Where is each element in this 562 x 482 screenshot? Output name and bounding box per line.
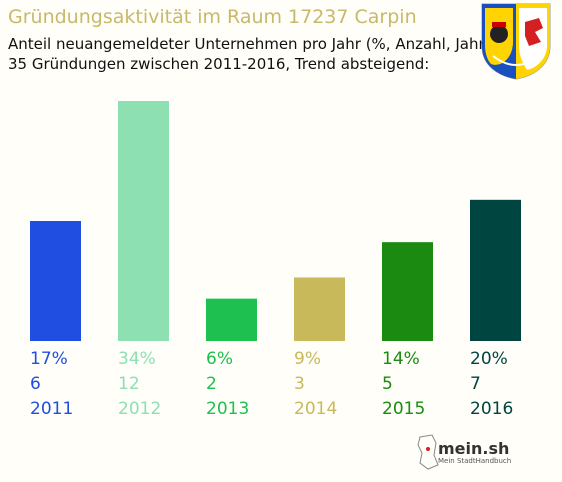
year-label-2015: 2015	[382, 399, 425, 419]
count-label-2016: 7	[470, 374, 481, 394]
subtitle-line-2: 35 Gründungen zwischen 2011-2016, Trend …	[8, 55, 430, 73]
percent-label-2012: 34%	[118, 349, 156, 369]
year-label-2011: 2011	[30, 399, 73, 419]
germany-map-icon	[417, 434, 439, 470]
bar-2015	[382, 242, 433, 341]
percent-label-2014: 9%	[294, 349, 321, 369]
subtitle-line-1: Anteil neuangemeldeter Unternehmen pro J…	[8, 35, 491, 53]
coat-of-arms-icon	[481, 3, 551, 80]
year-label-2013: 2013	[206, 399, 249, 419]
year-label-2014: 2014	[294, 399, 337, 419]
chart-title: Gründungsaktivität im Raum 17237 Carpin	[8, 6, 417, 28]
year-label-2016: 2016	[470, 399, 513, 419]
percent-label-2015: 14%	[382, 349, 420, 369]
bar-2016	[470, 199, 521, 341]
count-label-2012: 12	[118, 374, 140, 394]
year-label-2012: 2012	[118, 399, 161, 419]
bar-2013	[206, 298, 257, 341]
count-label-2011: 6	[30, 374, 41, 394]
count-label-2013: 2	[206, 374, 217, 394]
bar-2014	[294, 277, 345, 341]
logo-subtext: Mein StadtHandbuch	[438, 457, 512, 465]
count-label-2015: 5	[382, 374, 393, 394]
percent-label-2016: 20%	[470, 349, 508, 369]
bar-2011	[30, 221, 81, 341]
percent-label-2013: 6%	[206, 349, 233, 369]
bar-2012	[118, 101, 169, 341]
percent-label-2011: 17%	[30, 349, 68, 369]
logo-text: mein.sh	[438, 439, 510, 458]
chart-subtitle: Anteil neuangemeldeter Unternehmen pro J…	[8, 34, 491, 74]
count-label-2014: 3	[294, 374, 305, 394]
